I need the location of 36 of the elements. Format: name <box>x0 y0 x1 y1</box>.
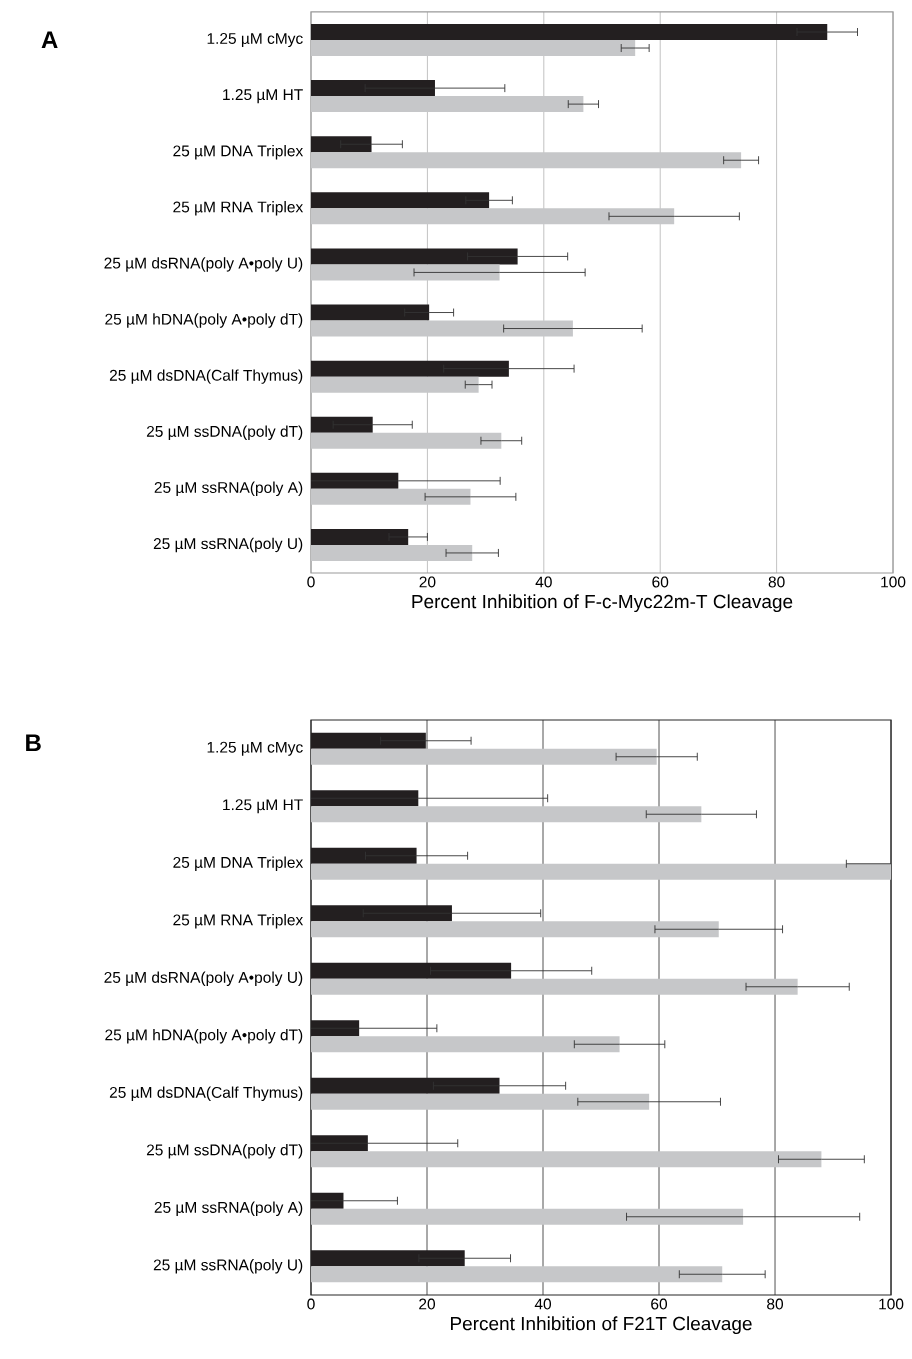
y-tick-label: 25 µM ssRNA(poly U) <box>153 537 303 553</box>
x-tick-label: 20 <box>419 576 436 588</box>
text: B <box>26 734 41 752</box>
y-tick-label: 25 µM dsRNA(poly A•poly U) <box>104 971 303 986</box>
y-tick-label: 1.25 µM cMyc <box>207 32 303 48</box>
y-tick-label: 25 µM ssRNA(poly A) <box>154 1201 303 1216</box>
y-tick-label: 25 µM ssRNA(poly U) <box>153 1259 303 1274</box>
y-tick-label: 25 µM DNA Triplex <box>173 856 304 871</box>
x-tick-label: 60 <box>651 1298 668 1310</box>
y-tick-label: 1.25 µM HT <box>223 89 303 104</box>
y-tick-label: 25 µM dsDNA(Calf Thymus) <box>109 369 303 384</box>
x-tick-label: 100 <box>879 1298 904 1310</box>
x-tick-label: 80 <box>767 1298 784 1310</box>
y-tick-label: 1.25 µM cMyc <box>207 741 303 756</box>
y-tick-label: 25 µM hDNA(poly A•poly dT) <box>105 1029 303 1044</box>
x-tick-label: 40 <box>535 576 552 588</box>
x-axis-title: Percent Inhibition of F21T Cleavage <box>451 1316 752 1335</box>
x-tick-label: 80 <box>768 576 785 588</box>
x-tick-label: 0 <box>307 1298 315 1310</box>
text: A <box>41 31 58 48</box>
x-tick-label: 60 <box>652 576 669 588</box>
y-tick-label: 25 µM dsRNA(poly A•poly U) <box>104 257 303 272</box>
x-axis-title: Percent Inhibition of F-c-Myc22m-T Cleavage <box>412 594 793 613</box>
x-tick-label: 20 <box>419 1298 436 1310</box>
y-tick-label: 25 µM DNA Triplex <box>173 145 304 160</box>
y-tick-label: 25 µM hDNA(poly A•poly dT) <box>105 313 303 328</box>
x-tick-label: 40 <box>534 1298 552 1310</box>
y-tick-label: 25 µM ssDNA(poly dT) <box>146 1144 303 1159</box>
x-tick-label: 100 <box>881 576 906 588</box>
x-tick-label: 0 <box>307 576 315 588</box>
y-tick-label: 25 µM ssDNA(poly dT) <box>146 425 303 440</box>
y-tick-label: 25 µM ssRNA(poly A) <box>154 481 303 497</box>
y-tick-label: 25 µM RNA Triplex <box>173 201 304 216</box>
y-tick-label: 1.25 µM HT <box>223 799 303 814</box>
y-tick-label: 25 µM RNA Triplex <box>173 914 304 929</box>
y-tick-label: 25 µM dsDNA(Calf Thymus) <box>109 1086 303 1101</box>
